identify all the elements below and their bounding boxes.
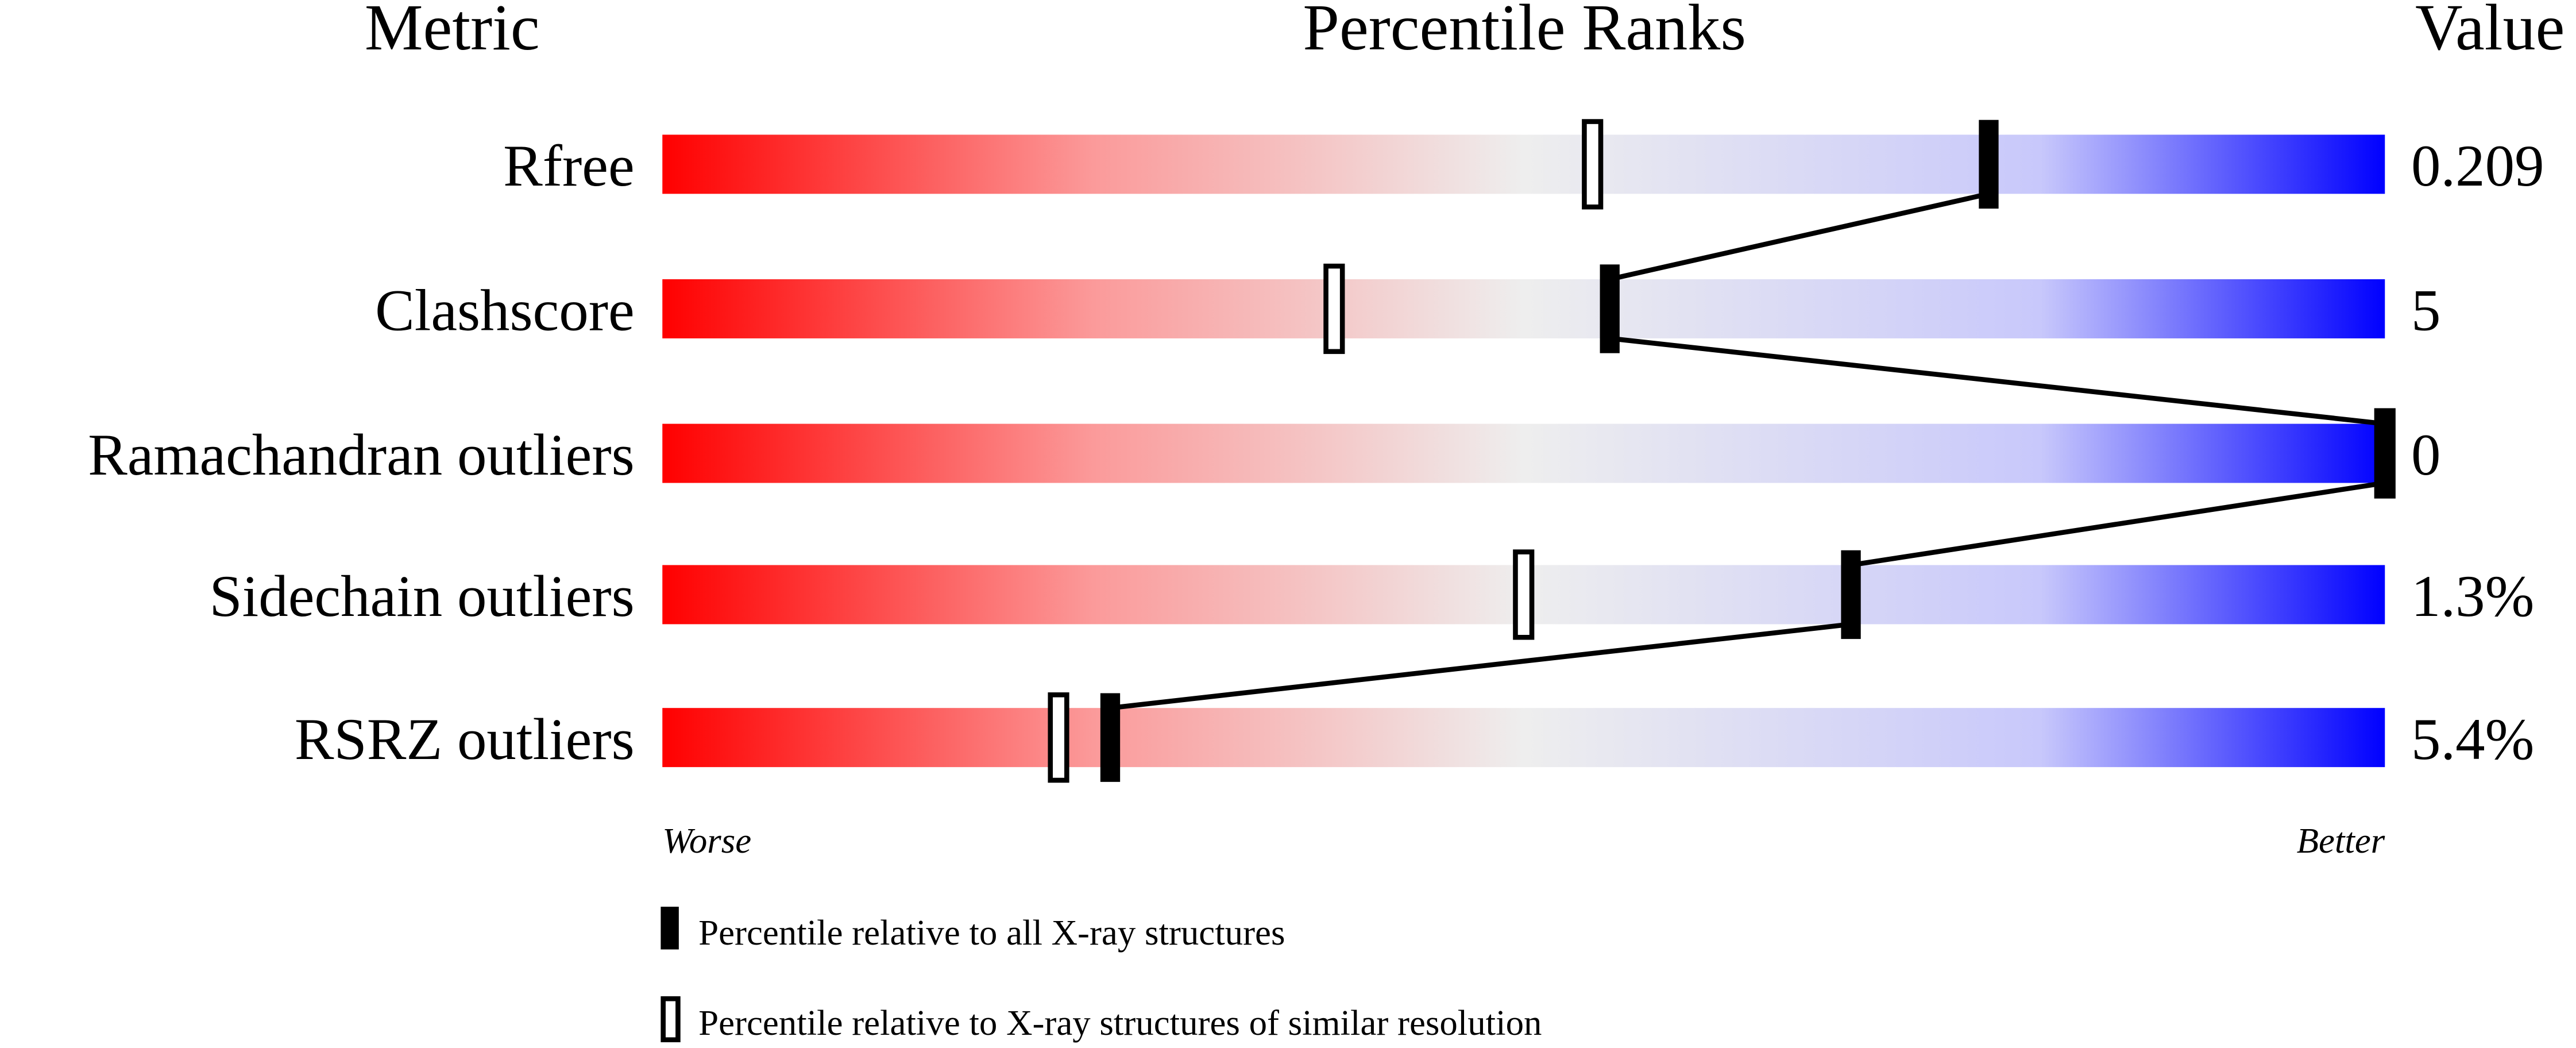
legend-hollow-label: Percentile relative to X-ray structures … (698, 1003, 1542, 1043)
metric-label: Rfree (503, 133, 635, 199)
all-structures-marker (1100, 693, 1121, 782)
percentile-bar (662, 423, 2385, 483)
header-percentile-ranks: Percentile Ranks (1303, 0, 1746, 64)
header-value: Value (2415, 0, 2565, 64)
metric-value: 5 (2411, 278, 2440, 344)
all-structures-marker (1979, 120, 1999, 209)
similar-resolution-marker (1048, 692, 1069, 783)
percentile-bar (662, 708, 2385, 768)
percentile-bar (662, 134, 2385, 194)
metric-value: 0.209 (2411, 133, 2544, 199)
axis-label-worse: Worse (662, 820, 751, 861)
connector-line (1609, 336, 2385, 426)
metric-value: 1.3% (2411, 564, 2534, 629)
connector-line (1609, 191, 1990, 282)
metric-label: RSRZ outliers (295, 707, 635, 772)
similar-resolution-marker (1323, 263, 1345, 355)
header-metric: Metric (365, 0, 540, 64)
all-structures-marker (1841, 550, 1861, 639)
similar-resolution-marker (1513, 549, 1535, 640)
metric-label: Clashscore (375, 278, 635, 344)
legend-filled-label: Percentile relative to all X-ray structu… (698, 912, 1285, 953)
all-structures-marker (1600, 264, 1620, 353)
legend-filled-marker (661, 907, 679, 950)
metric-value: 0 (2411, 422, 2440, 488)
percentile-bar (662, 279, 2385, 338)
legend-hollow-marker (661, 996, 681, 1042)
metric-label: Sidechain outliers (209, 564, 634, 629)
metric-value: 5.4% (2411, 707, 2534, 772)
axis-label-better: Better (2297, 820, 2385, 861)
connector-line (1850, 480, 2385, 568)
all-structures-marker (2375, 409, 2395, 498)
metric-label: Ramachandran outliers (88, 422, 635, 488)
similar-resolution-marker (1582, 119, 1604, 210)
connector-line (1110, 622, 1852, 711)
